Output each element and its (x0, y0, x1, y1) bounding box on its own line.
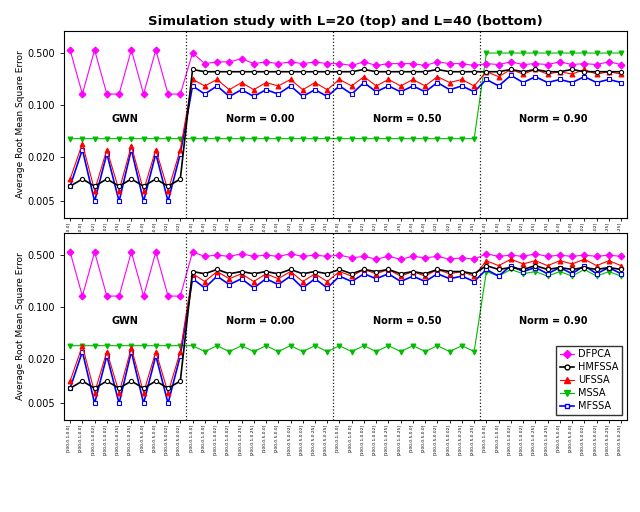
Y-axis label: Average Root Mean Square Error: Average Root Mean Square Error (15, 50, 24, 198)
Text: GWN: GWN (112, 114, 139, 124)
Title: Simulation study with L=20 (top) and L=40 (bottom): Simulation study with L=20 (top) and L=4… (148, 15, 543, 28)
Text: Norm = 0.90: Norm = 0.90 (520, 114, 588, 124)
Text: Norm = 0.00: Norm = 0.00 (226, 114, 294, 124)
Y-axis label: Average Root Mean Square Error: Average Root Mean Square Error (15, 252, 24, 400)
Text: GWN: GWN (112, 316, 139, 326)
Legend: DFPCA, HMFSSA, UFSSA, MSSA, MFSSA: DFPCA, HMFSSA, UFSSA, MSSA, MFSSA (556, 346, 622, 415)
Text: Norm = 0.50: Norm = 0.50 (372, 114, 441, 124)
Text: Norm = 0.00: Norm = 0.00 (226, 316, 294, 326)
Text: Norm = 0.90: Norm = 0.90 (520, 316, 588, 326)
Text: Norm = 0.50: Norm = 0.50 (372, 316, 441, 326)
